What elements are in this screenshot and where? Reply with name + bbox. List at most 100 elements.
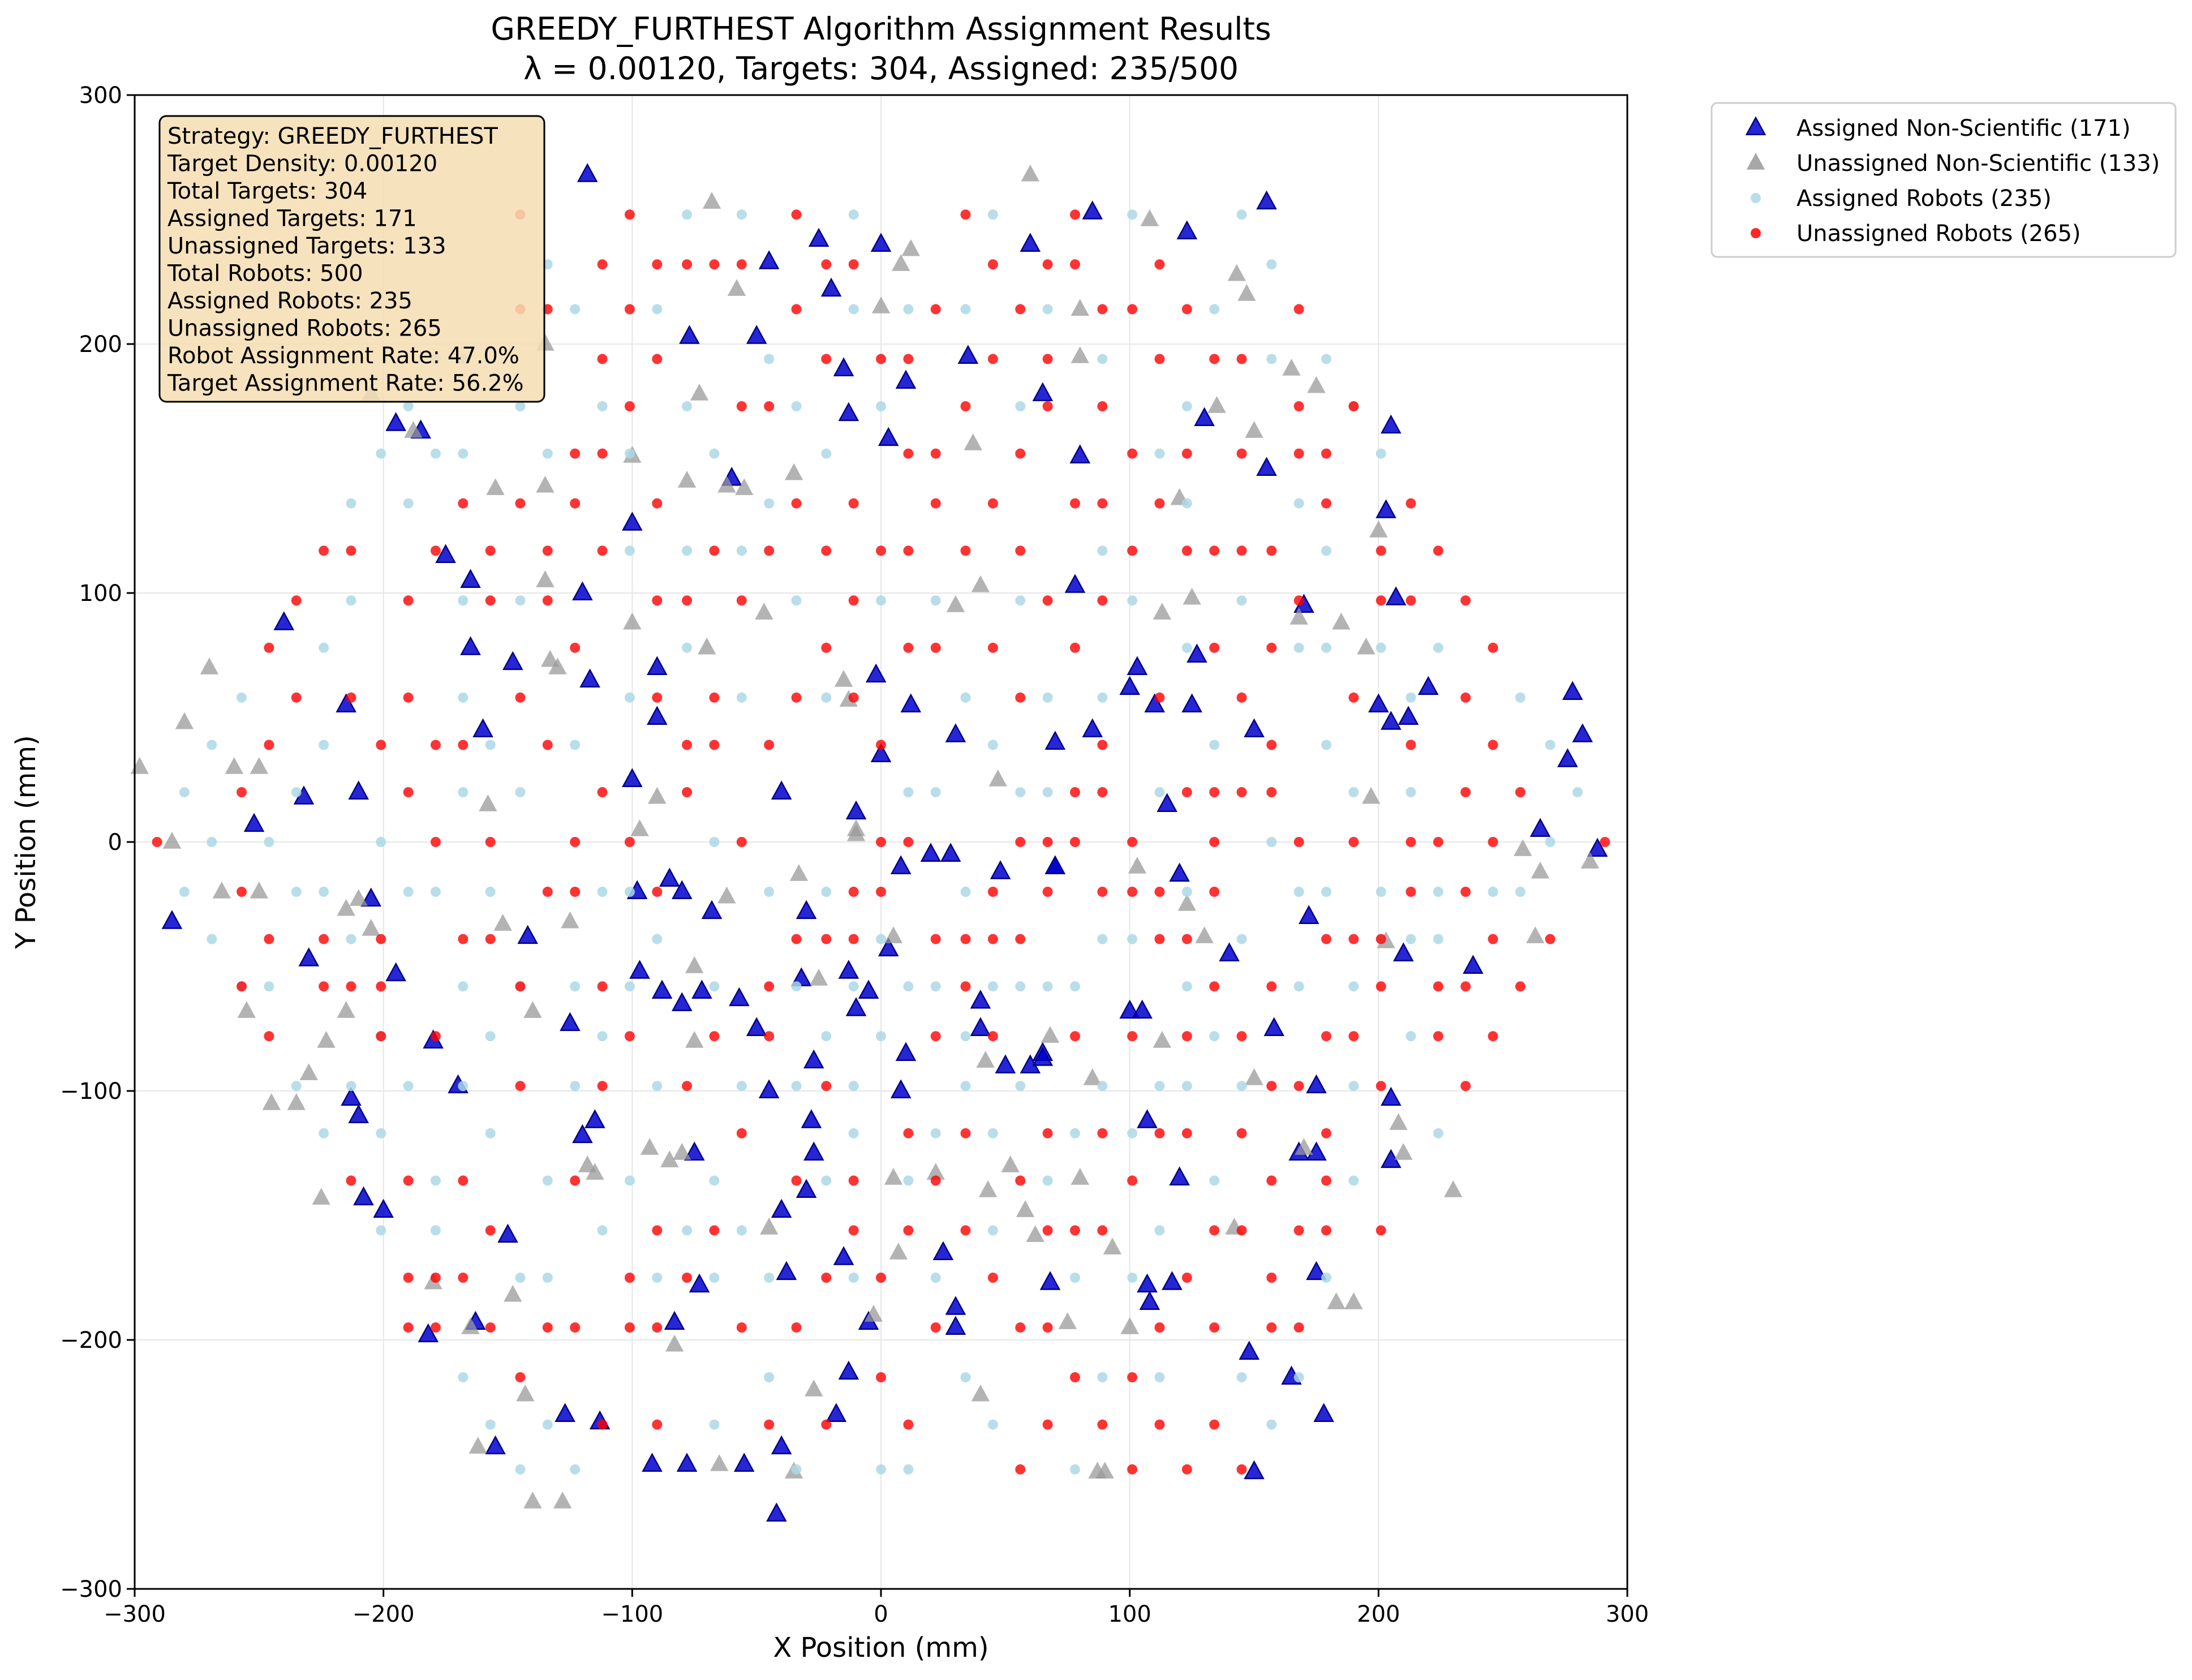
scatter-point <box>1327 1292 1346 1309</box>
scatter-point <box>577 163 598 182</box>
scatter-point <box>1545 934 1555 944</box>
scatter-point <box>709 740 720 750</box>
scatter-point <box>930 1273 941 1283</box>
scatter-point <box>1181 887 1192 897</box>
scatter-point <box>430 1175 441 1186</box>
info-box-background <box>158 115 545 403</box>
scatter-point <box>1463 955 1484 974</box>
scatter-point <box>1097 1128 1108 1138</box>
scatter-point <box>458 1081 469 1092</box>
scatter-point <box>200 658 219 674</box>
scatter-point <box>771 780 792 800</box>
scatter-point <box>312 1188 330 1205</box>
scatter-point <box>624 1175 635 1186</box>
scatter-point <box>665 1334 684 1352</box>
x-tick-label: 300 <box>1606 1601 1649 1627</box>
y-tick-label: 300 <box>79 83 122 109</box>
scatter-point <box>1321 1128 1332 1138</box>
scatter-point <box>624 692 635 703</box>
scatter-point <box>1376 981 1386 992</box>
scatter-point <box>486 478 505 495</box>
scatter-point <box>1128 857 1147 874</box>
scatter-point <box>930 1175 941 1186</box>
scatter-point <box>848 209 859 220</box>
scatter-point <box>1460 692 1471 703</box>
scatter-point <box>1321 354 1332 364</box>
scatter-point <box>865 663 887 683</box>
scatter-point <box>1321 545 1332 556</box>
scatter-point <box>346 1081 356 1092</box>
scatter-point <box>876 545 886 556</box>
scatter-point <box>346 692 356 703</box>
scatter-point <box>1376 595 1386 606</box>
scatter-point <box>1444 1180 1463 1197</box>
scatter-point <box>848 1225 859 1236</box>
scatter-point <box>987 259 998 270</box>
scatter-point <box>584 1109 605 1128</box>
scatter-point <box>237 1001 256 1018</box>
scatter-point <box>1127 1464 1138 1475</box>
legend-label: Assigned Non-Scientific (171) <box>1796 115 2131 141</box>
scatter-point <box>561 911 579 929</box>
scatter-point <box>1398 706 1419 725</box>
scatter-point <box>1209 981 1220 992</box>
scatter-point <box>1195 926 1214 943</box>
scatter-point <box>570 448 581 459</box>
scatter-point <box>791 934 802 944</box>
scatter-point <box>736 1322 747 1333</box>
scatter-point <box>572 1124 593 1144</box>
scatter-point <box>1376 642 1386 653</box>
scatter-point <box>1097 1419 1108 1430</box>
scatter-point <box>485 1419 496 1430</box>
scatter-point <box>709 1031 720 1042</box>
scatter-point <box>317 1031 336 1048</box>
scatter-point <box>930 787 941 797</box>
scatter-point <box>1236 448 1247 459</box>
scatter-point <box>1045 731 1066 750</box>
scatter-point <box>1209 787 1220 797</box>
scatter-point <box>1406 740 1416 750</box>
scatter-point <box>1293 642 1304 653</box>
scatter-point <box>1137 1273 1158 1293</box>
scatter-point <box>987 498 998 509</box>
scatter-point <box>1181 448 1192 459</box>
scatter-point <box>458 1273 469 1283</box>
scatter-point <box>161 910 183 929</box>
scatter-point <box>542 740 553 750</box>
scatter-point <box>1406 498 1416 509</box>
scatter-point <box>1181 693 1202 712</box>
scatter-point <box>1042 887 1053 897</box>
scatter-point <box>319 887 329 897</box>
scatter-point <box>250 882 269 899</box>
scatter-point <box>838 402 859 422</box>
scatter-point <box>597 259 608 270</box>
scatter-point <box>1460 787 1471 797</box>
scatter-point <box>930 498 941 509</box>
scatter-point <box>821 887 832 897</box>
scatter-point <box>709 1225 720 1236</box>
scatter-point <box>179 887 190 897</box>
scatter-point <box>976 1051 995 1068</box>
scatter-point <box>1293 1372 1304 1382</box>
scatter-point <box>945 1316 966 1335</box>
scatter-point <box>803 1141 824 1161</box>
scatter-point <box>709 1175 720 1186</box>
scatter-point <box>542 1322 553 1333</box>
scatter-point <box>624 1031 635 1042</box>
series-2 <box>130 164 1600 1509</box>
scatter-point <box>1348 1175 1359 1186</box>
scatter-point <box>1026 1225 1045 1242</box>
scatter-point <box>385 412 406 431</box>
scatter-point <box>845 800 867 820</box>
scatter-point <box>848 981 859 992</box>
scatter-point <box>891 254 910 271</box>
scatter-point <box>1183 587 1201 605</box>
scatter-point <box>876 837 886 847</box>
scatter-point <box>1306 1074 1327 1094</box>
scatter-point <box>1016 1200 1035 1217</box>
scatter-point <box>179 787 190 797</box>
scatter-point <box>776 1261 797 1281</box>
scatter-point <box>1266 1081 1277 1092</box>
scatter-point <box>1097 1081 1108 1092</box>
scatter-point <box>1545 837 1555 847</box>
